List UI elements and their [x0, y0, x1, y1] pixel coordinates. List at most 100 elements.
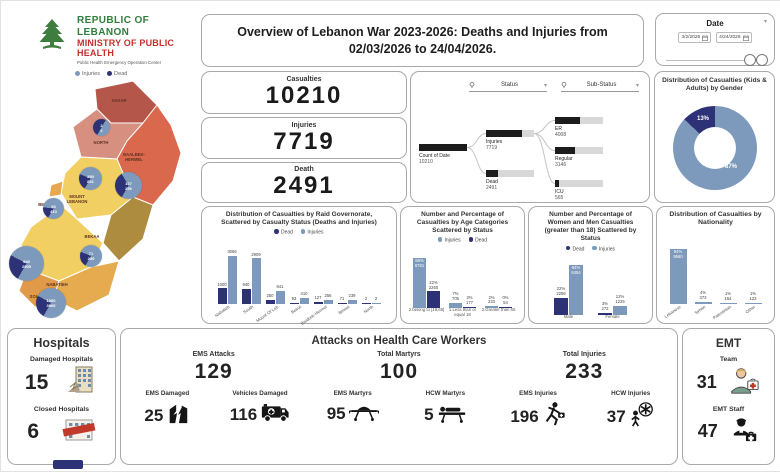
map-pie-bekaa[interactable]: 71 239 — [80, 245, 102, 267]
bar-age_categories-dead-0[interactable] — [427, 291, 440, 308]
map-label-mount-lebanon: MOUNT LEBANON — [66, 194, 88, 204]
map-label-baalbek: BAALBEK-HERMEL — [123, 152, 145, 162]
bar-raid_governorate-injuries-1[interactable] — [251, 258, 261, 304]
gender-chart-title: Distribution of Casualties (Kids & Adult… — [662, 77, 767, 93]
date-start-input[interactable]: 3/2/2026 — [678, 32, 712, 43]
bar-label: 2% 233 — [488, 294, 495, 305]
women-men-chart-title: Number and Percentage of Women and Men C… — [544, 211, 637, 243]
x-axis-label: Male — [563, 314, 574, 319]
age-categories-chart[interactable]: Number and Percentage of Casualties by A… — [401, 207, 524, 323]
map-pie-mount-lebanon[interactable]: 250 841 — [79, 167, 102, 190]
bar-raid_governorate-dead-1[interactable] — [241, 289, 251, 304]
map-pie-baalbek[interactable]: 127 256 — [115, 172, 142, 199]
emt-staff: EMT Staff 47 — [683, 406, 774, 448]
map-pie-south[interactable]: 940 2909 — [9, 246, 44, 281]
bottom-artifact — [53, 460, 83, 469]
tree-node-er[interactable]: ER 4008 — [555, 117, 603, 138]
legend-item: Dead — [565, 245, 584, 252]
age-categories-card: Number and Percentage of Casualties by A… — [400, 206, 525, 324]
raid-governorate-chart[interactable]: Distribution of Casualties by Raid Gover… — [202, 207, 396, 326]
slider-track[interactable] — [666, 60, 764, 61]
tree-node-dead[interactable]: Dead 2491 — [486, 170, 534, 191]
bar-age_categories-injuries-2[interactable] — [485, 306, 498, 308]
tree-node-icu[interactable]: ICU 565 — [555, 180, 603, 201]
status-field-dropdown[interactable]: Status ▾ — [469, 81, 547, 92]
bar-women_men-injuries-0[interactable] — [569, 265, 583, 315]
chart-plot[interactable]: 66% 6781 22% 2260 2.belong to [19,65] 7% 70… — [409, 246, 517, 321]
damaged-hospitals: Damaged Hospitals 15 — [8, 356, 115, 400]
chart-plot[interactable]: 22% 2256 64% 6454 Male 3% 272 12% 1225 Female — [547, 253, 635, 328]
bar-women_men-dead-0[interactable] — [554, 297, 568, 315]
title-card: Overview of Lebanon War 2023-2026: Death… — [201, 14, 644, 67]
x-axis-label: Baalbek-Hermel — [299, 304, 328, 326]
hospitals-title: Hospitals — [33, 336, 90, 350]
chart-plot[interactable]: 94% 9560 Lebanese 4% 373 Syrian 1% 154 Palest… — [663, 237, 766, 321]
bar-raid_governorate-dead-2[interactable] — [265, 300, 275, 304]
bar-nationality-injuries-3[interactable] — [744, 303, 762, 304]
substatus-field-dropdown[interactable]: Sub-Status ▾ — [561, 81, 639, 92]
bar-raid_governorate-dead-3[interactable] — [289, 302, 299, 304]
emt-card: EMT Team 31 EMT Staff — [682, 328, 775, 465]
raid-chart-title: Distribution of Casualties by Raid Gover… — [221, 211, 377, 227]
bar-label: 256 — [324, 293, 332, 299]
bar-raid_governorate-injuries-5[interactable] — [347, 300, 357, 304]
brand-line3: Public Health Emergency Operation Center — [77, 59, 162, 65]
bar-raid_governorate-dead-6[interactable] — [361, 303, 371, 304]
map-label-bekaa: BEKAA — [84, 234, 100, 239]
nationality-card: Distribution of Casualties by Nationalit… — [656, 206, 775, 324]
nationality-chart-title: Distribution of Casualties by Nationalit… — [669, 211, 762, 227]
tree-node-regular[interactable]: Regular 3146 — [555, 147, 603, 168]
gender-slice-label-large: 87% — [725, 164, 738, 170]
map-pie-nabatieh[interactable]: 1000 3066 — [36, 288, 66, 318]
map-region-mount-lebanon[interactable] — [60, 156, 134, 220]
bar-raid_governorate-injuries-0[interactable] — [227, 256, 237, 304]
bar-label: 127 — [314, 295, 322, 301]
gender-donut[interactable]: 13% 87% — [673, 106, 757, 190]
lebanon-map[interactable]: AKKAR NORTH BAALBEK-HERMEL MOUNT LEBANON… — [7, 79, 199, 327]
kpi-casualties-label: Casualties — [286, 76, 322, 84]
date-end-input[interactable]: 4/24/2026 — [716, 32, 752, 43]
bar-label: 66% 6781 — [414, 258, 425, 269]
bar-women_men-injuries-1[interactable] — [613, 305, 627, 315]
chevron-down-icon: ▾ — [543, 82, 547, 89]
map-pie-beirut[interactable]: 93 410 — [43, 198, 64, 219]
bar-raid_governorate-dead-0[interactable] — [217, 288, 227, 304]
bar-nationality-injuries-1[interactable] — [694, 301, 712, 304]
bar-raid_governorate-injuries-6[interactable] — [371, 303, 381, 304]
x-axis-label: Lebanese — [663, 304, 682, 320]
bar-label: 1% 123 — [749, 291, 757, 302]
bar-nationality-injuries-0[interactable] — [669, 249, 687, 304]
bar-raid_governorate-dead-5[interactable] — [337, 302, 347, 304]
slider-handle-start[interactable] — [744, 54, 756, 66]
closed-hospitals: Closed Hospitals 6 — [8, 406, 115, 448]
women-men-chart[interactable]: Number and Percentage of Women and Men C… — [529, 207, 652, 323]
x-axis-label: Other — [744, 304, 757, 315]
map-label-north: NORTH — [93, 140, 109, 145]
bar-raid_governorate-injuries-3[interactable] — [299, 297, 309, 304]
legend-item: Dead — [274, 229, 293, 236]
nationality-chart[interactable]: Distribution of Casualties by Nationalit… — [657, 207, 774, 323]
bar-raid_governorate-dead-4[interactable] — [313, 302, 323, 304]
total-martyrs: Total Martyrs 100 — [306, 351, 491, 384]
bar-age_categories-injuries-1[interactable] — [449, 302, 462, 308]
ems-martyrs: EMS Martyrs 95 — [306, 390, 399, 433]
bar-age_categories-injuries-0[interactable] — [413, 258, 426, 308]
bar-nationality-injuries-2[interactable] — [719, 303, 737, 304]
bar-age_categories-dead-1[interactable] — [463, 306, 476, 308]
map-region-beirut[interactable] — [48, 180, 64, 198]
chart-plot[interactable]: 1000 3066 Nabatieh 940 2909 South 250 841 Mount … — [214, 244, 383, 326]
bar-label: 1% 154 — [724, 291, 732, 302]
tree-node-root[interactable]: Count of Date 10210 — [419, 144, 467, 165]
bar-women_men-dead-1[interactable] — [598, 312, 612, 315]
legend-injuries: Injuries — [75, 71, 100, 77]
date-range-slider[interactable] — [666, 54, 768, 68]
legend-item: Injuries — [300, 229, 324, 236]
bar-raid_governorate-injuries-4[interactable] — [323, 300, 333, 304]
bar-raid_governorate-injuries-2[interactable] — [275, 290, 285, 304]
slider-handle-end[interactable] — [756, 54, 768, 66]
tree-node-injuries[interactable]: Injuries 7719 — [486, 130, 534, 151]
bar-age_categories-dead-2[interactable] — [499, 307, 512, 308]
date-slicer: ▾ Date 3/2/2026 4/24/2026 — [655, 13, 775, 66]
collapse-chevron-icon[interactable]: ▾ — [763, 19, 767, 25]
